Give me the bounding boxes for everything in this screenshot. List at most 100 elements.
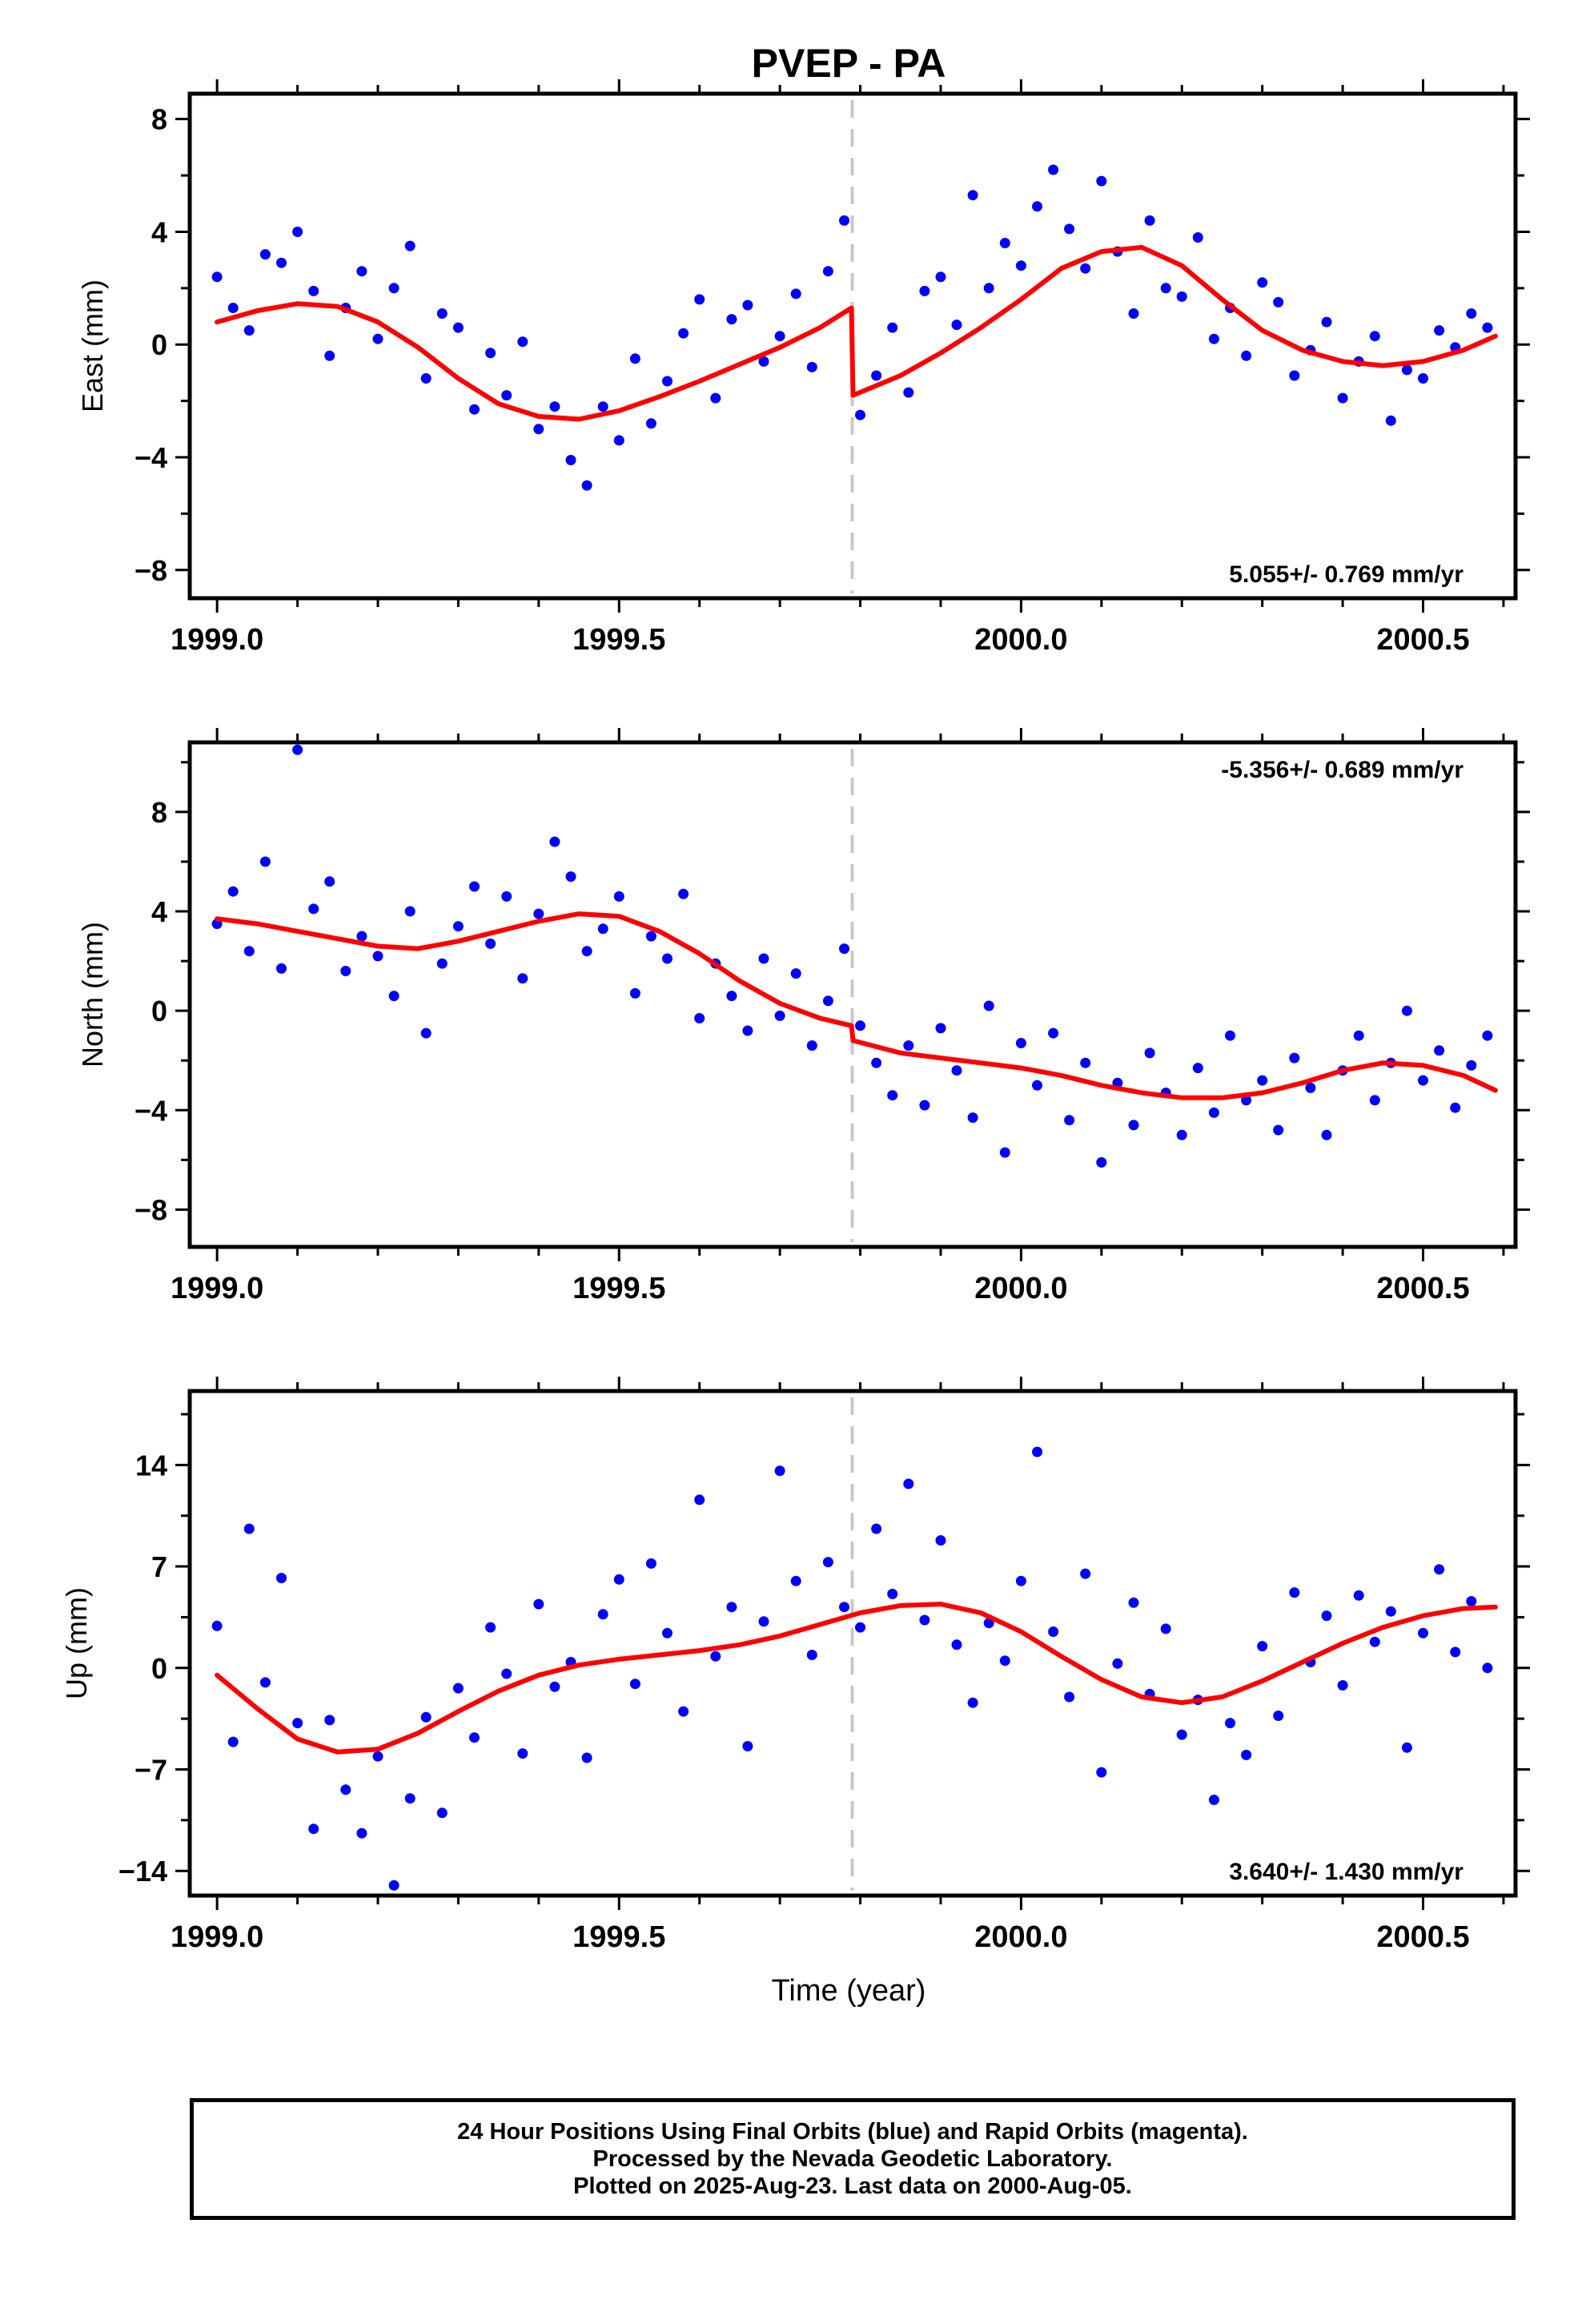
data-point [1369,331,1380,342]
data-point [452,921,464,932]
data-point [629,353,640,364]
data-point [855,1020,865,1031]
data-point [243,1523,255,1534]
data-point [1015,1038,1026,1048]
data-point [822,1557,833,1568]
data-point [822,266,833,277]
data-point [227,1736,239,1747]
data-point [662,1627,673,1638]
data-point [565,871,576,883]
data-point [1434,1564,1445,1575]
data-point [919,1100,930,1111]
data-point [1080,263,1091,274]
data-point [774,331,785,342]
data-point [935,1023,946,1034]
data-point [839,1602,849,1613]
data-point [645,931,656,942]
data-point [1273,1124,1284,1136]
data-point [533,908,544,919]
x-tick-label: 2000.0 [974,623,1067,657]
data-point [259,1677,271,1688]
data-point [790,968,801,979]
data-point [645,418,656,429]
data-point [1032,1080,1042,1091]
data-point [1257,277,1268,288]
caption-line-1: 24 Hour Positions Using Final Orbits (bl… [457,2119,1248,2145]
data-point [742,300,753,311]
data-point [774,1010,785,1021]
data-point [613,891,624,902]
data-point [549,401,560,412]
data-point [1321,316,1332,328]
data-point [871,370,882,381]
data-point [227,303,239,313]
data-point [517,1748,528,1759]
data-point [1192,232,1203,243]
data-point [340,1784,351,1795]
data-point [436,958,448,969]
data-point [211,1620,223,1631]
data-point [1241,1749,1252,1760]
data-point [1080,1568,1091,1579]
data-point [1257,1075,1268,1086]
data-point [292,1718,303,1729]
data-point [887,322,898,333]
plot-frame [187,1389,1518,1898]
y-tick-label: 4 [151,895,167,928]
y-axis-label: Up (mm) [60,1587,93,1699]
x-tick-label: 2000.5 [1376,1920,1469,1954]
data-point [1482,322,1493,333]
data-point [211,271,223,283]
data-point [871,1057,882,1068]
data-point [1401,1742,1412,1753]
data-point [308,285,319,296]
data-point [999,1147,1010,1158]
data-point [1482,1663,1493,1674]
data-point [1208,333,1219,344]
data-point [1128,1597,1139,1608]
data-point [1160,1623,1171,1634]
data-point [1225,1030,1235,1041]
data-point [758,1616,769,1627]
data-point [469,881,480,892]
data-point [227,886,239,897]
data-point [1450,1647,1461,1658]
data-point [1208,1107,1219,1118]
data-point [1418,1075,1428,1086]
data-point [549,1681,560,1692]
data-point [259,249,271,260]
data-point [243,946,255,957]
data-point [436,308,448,319]
y-tick-label: 4 [151,215,167,248]
y-tick-label: −8 [135,554,167,587]
data-point [485,348,496,359]
data-point [404,906,416,917]
data-point [581,946,592,957]
data-point [1353,1030,1364,1041]
data-point [1401,364,1412,376]
data-point [324,876,335,887]
y-tick-label: −7 [135,1754,167,1787]
data-point [1096,175,1107,187]
caption-line-2: Processed by the Nevada Geodetic Laborat… [592,2146,1113,2172]
data-point [388,283,400,294]
data-point [999,238,1010,248]
data-point [839,215,849,226]
data-point [710,392,721,404]
data-point [678,1706,689,1717]
chart-title: PVEP - PA [752,41,946,86]
data-point [372,333,383,344]
x-tick-label: 1999.0 [171,1920,263,1954]
data-point [694,1013,705,1023]
data-point [276,963,287,974]
y-tick-label: 14 [135,1449,167,1482]
data-point [726,1602,737,1613]
data-point [1015,260,1026,271]
data-point [935,271,946,283]
data-point [855,1622,865,1633]
data-point [645,1558,656,1569]
y-tick-label: −4 [135,1094,167,1127]
data-point [1241,1095,1252,1106]
data-point [1064,1691,1075,1703]
data-point [533,424,544,435]
